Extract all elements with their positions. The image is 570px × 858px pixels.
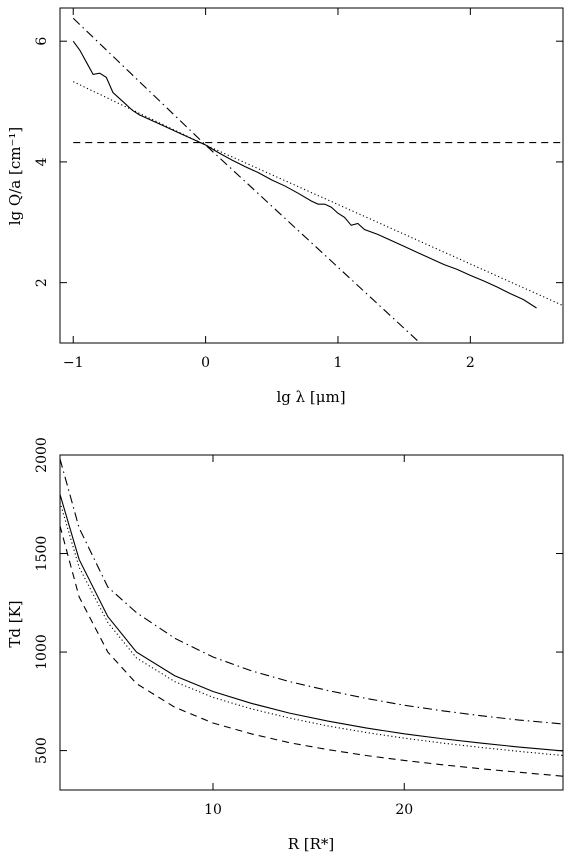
x-tick-label: 0 xyxy=(201,355,210,371)
y-axis-label-top: lg Q/a [cm⁻¹] xyxy=(6,127,24,226)
x-tick-label: 1 xyxy=(334,355,343,371)
y-axis-bottom: 500 1000 1500 2000 xyxy=(34,437,563,764)
panel-top-chart: −1 0 1 2 2 4 6 lg λ [μm] lg Q/a [cm⁻¹] xyxy=(6,7,564,406)
x-tick-label: 2 xyxy=(466,355,475,371)
series-line-dashdot xyxy=(72,17,421,343)
y-tick-label: 2 xyxy=(34,278,50,287)
y-tick-label: 500 xyxy=(34,737,50,764)
series-line-dotted xyxy=(73,81,563,307)
y-axis-top: 2 4 6 xyxy=(34,37,563,287)
x-tick-label: 10 xyxy=(204,802,222,818)
y-tick-label: 2000 xyxy=(34,437,50,473)
panel-bottom-chart: 10 20 500 1000 1500 2000 R [R*] Td [K] xyxy=(6,437,564,853)
x-axis-label-bottom: R [R*] xyxy=(288,835,335,853)
series-line-dashdot xyxy=(60,458,563,725)
y-tick-label: 1500 xyxy=(34,536,50,572)
y-tick-label: 1000 xyxy=(34,634,50,670)
series-group-bottom xyxy=(60,458,563,777)
plot-frame-bottom xyxy=(59,454,564,791)
series-line-dashed xyxy=(60,525,563,777)
x-tick-label: 20 xyxy=(395,802,413,818)
y-tick-label: 6 xyxy=(34,37,50,46)
plot-frame-top xyxy=(59,7,564,344)
x-tick-label: −1 xyxy=(63,355,84,371)
x-axis-top: −1 0 1 2 xyxy=(63,8,475,371)
series-line-solid xyxy=(60,494,563,752)
series-line-dotted xyxy=(60,502,563,757)
series-line-solid xyxy=(72,40,537,309)
y-axis-label-bottom: Td [K] xyxy=(6,600,24,647)
x-axis-label-top: lg λ [μm] xyxy=(276,388,345,406)
y-tick-label: 4 xyxy=(34,157,50,166)
series-group-top xyxy=(72,17,563,343)
x-axis-bottom: 10 20 xyxy=(204,455,413,818)
